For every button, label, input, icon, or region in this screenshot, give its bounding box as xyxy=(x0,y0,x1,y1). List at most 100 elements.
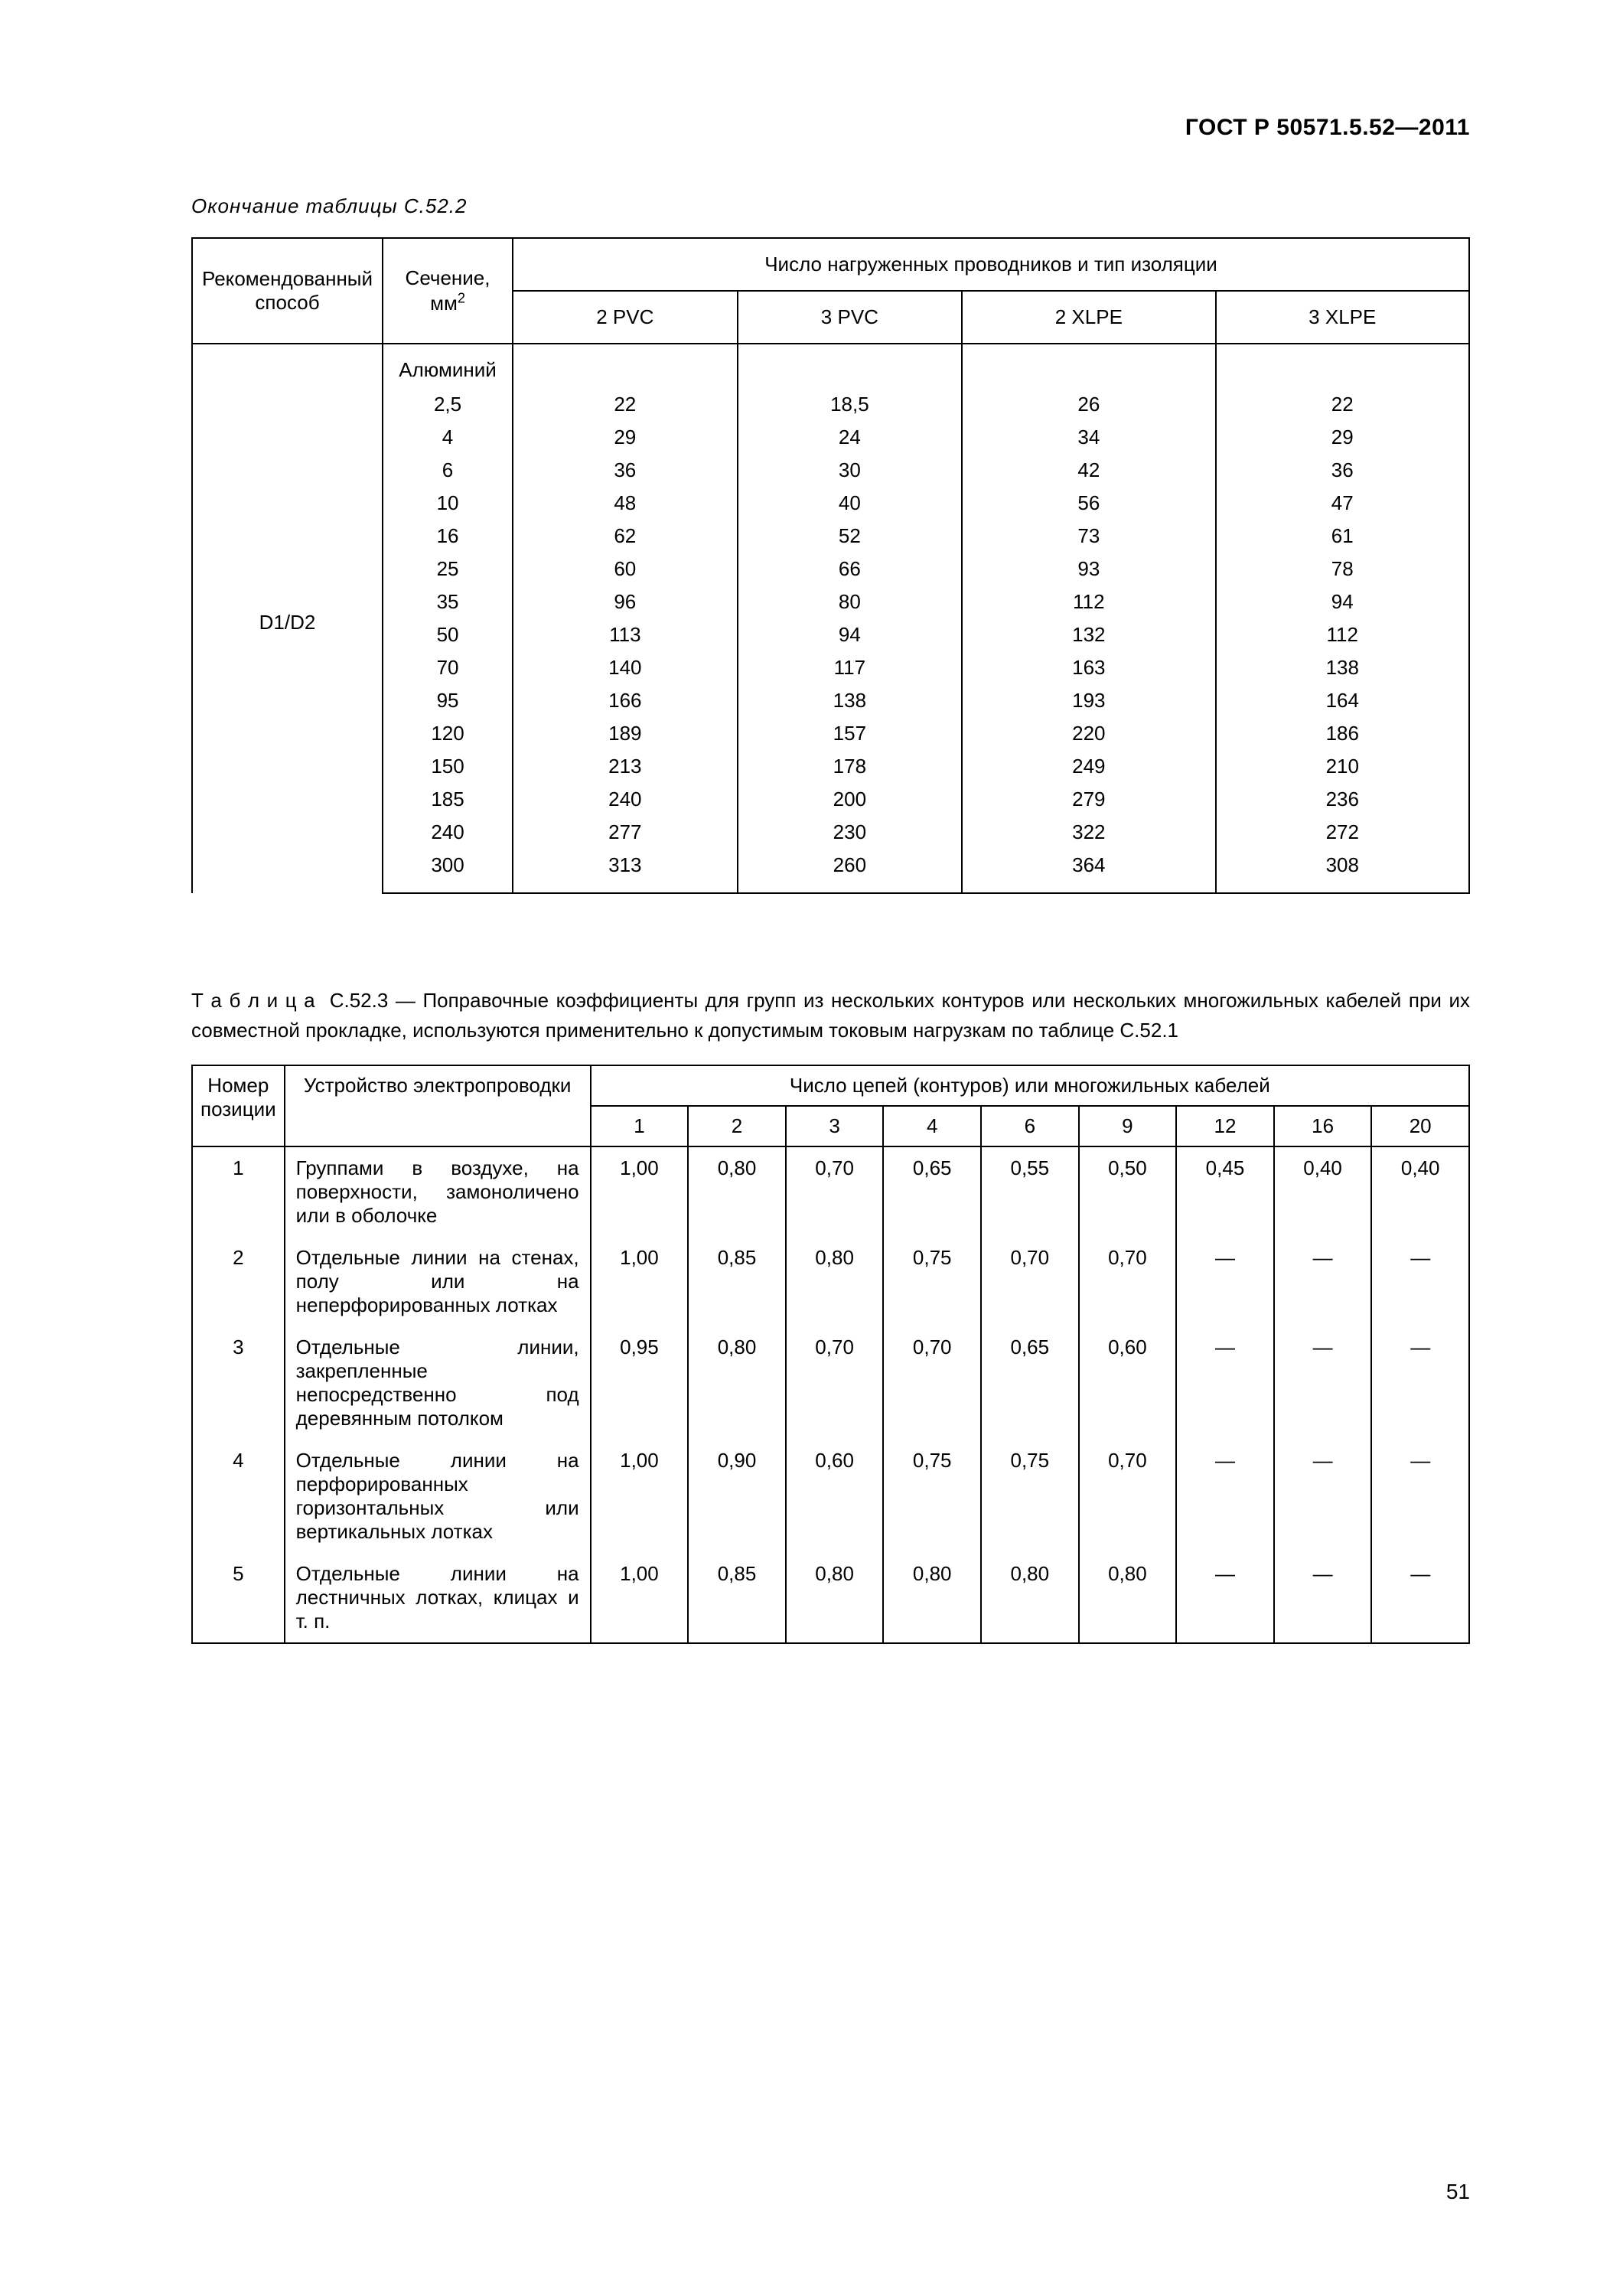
table1-cell: 213 xyxy=(513,750,738,783)
table2-col-header: 12 xyxy=(1176,1106,1274,1146)
table2-value-cell: 0,95 xyxy=(591,1326,689,1440)
table1-cell: 164 xyxy=(1216,684,1469,717)
table1-cell: 163 xyxy=(962,651,1215,684)
table2-value-cell: 0,70 xyxy=(786,1326,884,1440)
table1-data-row: 5011394132112 xyxy=(192,618,1469,651)
table1-cell: 138 xyxy=(738,684,963,717)
table1-cell: 26 xyxy=(962,388,1215,421)
table2-value-cell: 0,40 xyxy=(1274,1146,1372,1237)
table2-value-cell: 0,65 xyxy=(883,1146,981,1237)
table1-cell: 66 xyxy=(738,553,963,585)
table1-cell: 95 xyxy=(383,684,513,717)
table2-value-cell: 0,80 xyxy=(786,1553,884,1643)
table2-value-cell: 0,75 xyxy=(981,1440,1079,1553)
table2-value-cell: — xyxy=(1176,1237,1274,1326)
table1-cell: 29 xyxy=(1216,421,1469,454)
table1-empty-cell xyxy=(738,344,963,388)
table2-col-header: 2 xyxy=(688,1106,786,1146)
table1-data-row: 1662527361 xyxy=(192,520,1469,553)
table1-cell: 322 xyxy=(962,816,1215,849)
table1-cell: 178 xyxy=(738,750,963,783)
table1-data-row: 185240200279236 xyxy=(192,783,1469,816)
th-method: Рекомендованный способ xyxy=(192,238,383,344)
table1-continuation-label: Окончание таблицы С.52.2 xyxy=(191,194,1470,218)
table1-method-cell: D1/D2 xyxy=(192,344,383,893)
table2-data-row: 5Отдельные линии на лестничных лотках, к… xyxy=(192,1553,1469,1643)
table1-cell: 138 xyxy=(1216,651,1469,684)
table2-title-label: Т а б л и ц а xyxy=(191,989,315,1012)
table2-col-header: 1 xyxy=(591,1106,689,1146)
table1-cell: 272 xyxy=(1216,816,1469,849)
table1-cell: 120 xyxy=(383,717,513,750)
th-circuits-group: Число цепей (контуров) или многожильных … xyxy=(591,1065,1469,1106)
table2-value-cell: 0,80 xyxy=(688,1326,786,1440)
table1-data-row: 120189157220186 xyxy=(192,717,1469,750)
table1-cell: 18,5 xyxy=(738,388,963,421)
table2-value-cell: 0,50 xyxy=(1079,1146,1177,1237)
table1-cell: 35 xyxy=(383,585,513,618)
table2-value-cell: 0,70 xyxy=(1079,1237,1177,1326)
table2-value-cell: — xyxy=(1176,1326,1274,1440)
table1-cell: 166 xyxy=(513,684,738,717)
spacer xyxy=(191,894,1470,986)
table1-cell: 112 xyxy=(1216,618,1469,651)
table2-value-cell: 0,40 xyxy=(1371,1146,1469,1237)
table1-cell: 249 xyxy=(962,750,1215,783)
table1-cell: 29 xyxy=(513,421,738,454)
table1-cell: 16 xyxy=(383,520,513,553)
table2-value-cell: 0,70 xyxy=(883,1326,981,1440)
table1-cell: 25 xyxy=(383,553,513,585)
table2-col-header: 9 xyxy=(1079,1106,1177,1146)
th-group: Число нагруженных проводников и тип изол… xyxy=(513,238,1469,291)
table2-col-header: 4 xyxy=(883,1106,981,1146)
th-2pvc: 2 PVC xyxy=(513,291,738,344)
table1-cell: 73 xyxy=(962,520,1215,553)
table1-cell: 185 xyxy=(383,783,513,816)
table1-cell: 186 xyxy=(1216,717,1469,750)
table1-cell: 140 xyxy=(513,651,738,684)
table1-cell: 132 xyxy=(962,618,1215,651)
table1-cell: 70 xyxy=(383,651,513,684)
table1-cell: 94 xyxy=(738,618,963,651)
table1-data-row: 2560669378 xyxy=(192,553,1469,585)
table1-cell: 47 xyxy=(1216,487,1469,520)
table1-cell: 40 xyxy=(738,487,963,520)
table2-pos-cell: 5 xyxy=(192,1553,285,1643)
table1-cell: 4 xyxy=(383,421,513,454)
table2-data-row: 3Отдельные линии, закрепленные непосредс… xyxy=(192,1326,1469,1440)
table2-col-header: 16 xyxy=(1274,1106,1372,1146)
table1-cell: 308 xyxy=(1216,849,1469,893)
table1-data-row: 1048405647 xyxy=(192,487,1469,520)
th-3xlpe: 3 XLPE xyxy=(1216,291,1469,344)
table1-empty-cell xyxy=(962,344,1215,388)
table1-cell: 56 xyxy=(962,487,1215,520)
table1-data-row: 70140117163138 xyxy=(192,651,1469,684)
table2-desc-cell: Отдельные линии на перфорированных гориз… xyxy=(285,1440,591,1553)
table1-empty-cell xyxy=(513,344,738,388)
table1-cell: 93 xyxy=(962,553,1215,585)
table2-value-cell: 1,00 xyxy=(591,1440,689,1553)
table1-data-row: 2,52218,52622 xyxy=(192,388,1469,421)
table1-cell: 22 xyxy=(513,388,738,421)
table1-cell: 24 xyxy=(738,421,963,454)
table1-cell: 60 xyxy=(513,553,738,585)
table1-data-row: 300313260364308 xyxy=(192,849,1469,893)
table1-cell: 112 xyxy=(962,585,1215,618)
table2-title-num: С.52.3 xyxy=(330,989,389,1012)
table2-data-row: 4Отдельные линии на перфорированных гори… xyxy=(192,1440,1469,1553)
table2-value-cell: 0,80 xyxy=(883,1553,981,1643)
table2-value-cell: 0,75 xyxy=(883,1440,981,1553)
table1-data-row: 150213178249210 xyxy=(192,750,1469,783)
page: ГОСТ Р 50571.5.52—2011 Окончание таблицы… xyxy=(0,0,1623,2296)
table2-data-row: 2Отдельные линии на стенах, полу или на … xyxy=(192,1237,1469,1326)
table1-cell: 30 xyxy=(738,454,963,487)
table1-material-row: D1/D2Алюминий xyxy=(192,344,1469,388)
table2-value-cell: 0,80 xyxy=(981,1553,1079,1643)
table2-value-cell: 1,00 xyxy=(591,1553,689,1643)
table1-cell: 240 xyxy=(383,816,513,849)
table1-cell: 210 xyxy=(1216,750,1469,783)
table1-cell: 260 xyxy=(738,849,963,893)
table1-cell: 117 xyxy=(738,651,963,684)
table2-desc-cell: Группами в воздухе, на поверхности, замо… xyxy=(285,1146,591,1237)
table1-cell: 22 xyxy=(1216,388,1469,421)
